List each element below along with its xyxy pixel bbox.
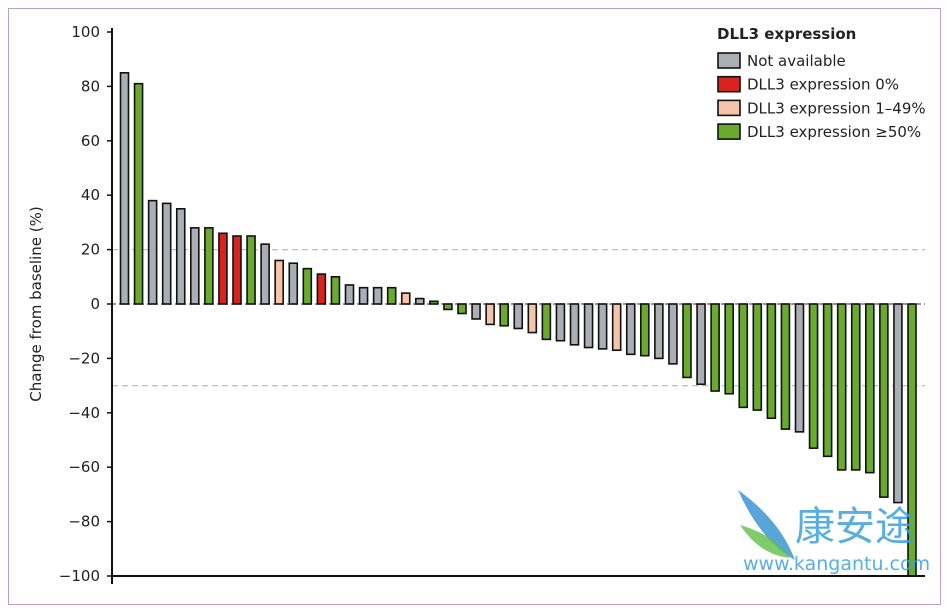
bar — [119, 72, 130, 305]
bar — [218, 232, 228, 305]
bar — [879, 303, 889, 498]
legend-label: DLL3 expression ≥50% — [747, 123, 921, 141]
y-tick-label: 60 — [81, 132, 100, 150]
bar — [555, 303, 566, 342]
y-tick-label: 100 — [71, 23, 100, 41]
bar — [386, 286, 397, 305]
bar — [808, 303, 819, 449]
legend-label: Not available — [747, 52, 846, 70]
bar — [836, 303, 847, 471]
bar — [457, 303, 467, 315]
y-tick-label: −100 — [59, 567, 100, 585]
legend-swatch — [717, 75, 741, 93]
bar — [794, 303, 805, 433]
bar — [499, 303, 509, 327]
watermark-url: www.kangantu.com — [743, 553, 930, 575]
figure-frame — [8, 8, 941, 605]
y-tick-label: −40 — [68, 404, 100, 422]
legend-swatch — [717, 52, 741, 69]
bar — [766, 303, 777, 420]
bar — [724, 303, 734, 395]
bar — [133, 82, 144, 305]
bar — [865, 303, 875, 474]
bar — [513, 303, 524, 330]
y-tick-label: −20 — [68, 349, 100, 367]
legend-swatch — [717, 123, 741, 140]
bar — [204, 227, 214, 305]
y-tick-label: 40 — [81, 186, 100, 204]
bar — [640, 303, 650, 357]
watermark: 康安途 www.kangantu.com — [738, 490, 930, 575]
watermark-brand: 康安途 — [795, 504, 915, 550]
bar — [443, 303, 453, 311]
bar — [288, 262, 299, 305]
bar — [344, 284, 355, 305]
y-axis-label: Change from baseline (%) — [27, 206, 45, 401]
legend: DLL3 expression Not available DLL3 expres… — [717, 25, 926, 141]
bar — [696, 303, 706, 386]
bar — [583, 303, 594, 349]
y-tick-label: −60 — [68, 458, 100, 476]
y-tick-label: 20 — [81, 241, 100, 259]
y-tick-label: 0 — [90, 295, 100, 313]
bar — [372, 286, 383, 305]
bar — [274, 259, 284, 305]
bar — [822, 303, 833, 458]
legend-title: DLL3 expression — [717, 25, 856, 43]
bar — [175, 208, 186, 305]
bar — [190, 227, 200, 305]
bar — [569, 303, 580, 346]
bar — [429, 300, 439, 305]
bar — [597, 303, 608, 350]
bar — [161, 202, 172, 305]
y-tick-label: 80 — [81, 77, 100, 95]
legend-swatch — [717, 99, 741, 117]
bar — [738, 303, 749, 409]
y-tick-label: −80 — [68, 513, 100, 531]
bar — [893, 303, 903, 504]
bar — [485, 303, 495, 326]
bar — [358, 286, 369, 305]
bar — [710, 303, 720, 392]
bar — [316, 273, 327, 305]
bar — [147, 199, 158, 305]
watermark-leaf-icon — [740, 525, 790, 558]
bar — [527, 303, 538, 334]
bar — [400, 292, 411, 305]
bar — [752, 303, 763, 411]
legend-label: DLL3 expression 1–49% — [747, 99, 926, 117]
bar — [625, 303, 636, 356]
bar — [611, 303, 622, 352]
bar — [850, 303, 861, 471]
bar — [302, 267, 313, 305]
bar — [330, 275, 341, 305]
bar — [668, 303, 678, 365]
bar — [780, 303, 791, 430]
bar — [260, 243, 270, 305]
bar — [415, 297, 425, 305]
bar — [471, 303, 481, 320]
bar — [246, 235, 256, 305]
watermark-leaf-icon — [738, 490, 795, 560]
bar — [232, 235, 242, 305]
bar — [682, 303, 692, 379]
legend-label: DLL3 expression 0% — [747, 76, 899, 94]
bar — [654, 303, 664, 360]
bar — [541, 303, 552, 341]
